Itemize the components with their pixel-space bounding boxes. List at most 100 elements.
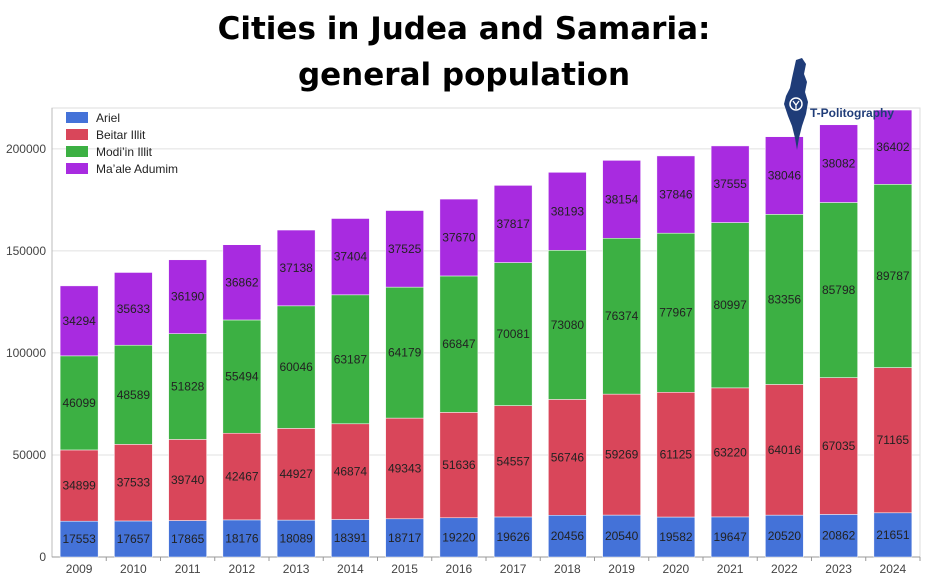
legend-label: Modi’in Illit bbox=[96, 145, 153, 159]
data-label: 20540 bbox=[605, 529, 639, 543]
data-label: 73080 bbox=[551, 318, 585, 332]
bar-segment bbox=[331, 423, 370, 520]
data-label: 19626 bbox=[496, 530, 530, 544]
legend-swatch bbox=[66, 146, 88, 157]
bar-segment bbox=[114, 344, 153, 445]
data-label: 20520 bbox=[768, 529, 802, 543]
x-tick-label: 2019 bbox=[608, 562, 635, 576]
bar-segment bbox=[222, 432, 262, 521]
data-label: 60046 bbox=[279, 360, 313, 374]
bar-segment bbox=[439, 412, 479, 519]
data-label: 83356 bbox=[768, 292, 802, 306]
bar-segment bbox=[385, 417, 424, 520]
bar-segment bbox=[168, 259, 207, 334]
y-tick-label: 100000 bbox=[6, 346, 46, 360]
bar-segment bbox=[59, 285, 99, 357]
data-label: 46874 bbox=[334, 465, 368, 479]
bar-segment bbox=[331, 294, 370, 425]
data-label: 17657 bbox=[117, 532, 151, 546]
x-tick-label: 2017 bbox=[500, 562, 527, 576]
bar-segment bbox=[222, 244, 262, 321]
data-label: 64179 bbox=[388, 346, 422, 360]
bar-segment bbox=[493, 185, 533, 263]
bar-segment bbox=[331, 218, 370, 296]
bar-segment bbox=[59, 355, 99, 451]
bar-segment bbox=[548, 172, 587, 251]
data-label: 36862 bbox=[225, 275, 259, 289]
data-label: 48589 bbox=[117, 388, 151, 402]
bar-segment bbox=[114, 272, 153, 346]
bar-segment bbox=[602, 237, 641, 395]
data-label: 56746 bbox=[551, 450, 585, 464]
data-label: 20862 bbox=[822, 529, 856, 543]
data-label: 17553 bbox=[62, 532, 96, 546]
data-label: 18089 bbox=[279, 532, 313, 546]
x-tick-label: 2013 bbox=[283, 562, 310, 576]
bar-segment bbox=[656, 232, 696, 393]
bar-segment bbox=[439, 198, 479, 277]
bar-segment bbox=[765, 384, 804, 516]
bar-segment bbox=[656, 155, 696, 234]
bar-segment bbox=[710, 145, 750, 223]
bar-segment bbox=[548, 399, 587, 516]
x-tick-label: 2012 bbox=[229, 562, 256, 576]
data-label: 63187 bbox=[334, 352, 368, 366]
bar-segment bbox=[493, 405, 533, 518]
data-label: 37670 bbox=[442, 231, 476, 245]
data-label: 34899 bbox=[62, 479, 96, 493]
data-label: 44927 bbox=[279, 467, 313, 481]
data-label: 37846 bbox=[659, 188, 693, 202]
data-label: 18391 bbox=[334, 531, 368, 545]
data-label: 80997 bbox=[713, 298, 747, 312]
bar-segment bbox=[114, 520, 153, 558]
x-tick-label: 2011 bbox=[175, 562, 201, 576]
x-tick-label: 2010 bbox=[120, 562, 147, 576]
data-label: 64016 bbox=[768, 443, 802, 457]
data-label: 54557 bbox=[496, 454, 530, 468]
data-label: 51636 bbox=[442, 458, 476, 472]
data-label: 49343 bbox=[388, 461, 422, 475]
x-tick-label: 2022 bbox=[771, 562, 798, 576]
y-tick-label: 150000 bbox=[6, 244, 46, 258]
bar-segment bbox=[385, 286, 424, 419]
data-label: 51828 bbox=[171, 380, 205, 394]
data-label: 37555 bbox=[713, 177, 747, 191]
bar-segment bbox=[656, 392, 696, 518]
bar-segment bbox=[493, 262, 533, 406]
bar-segment bbox=[276, 519, 316, 558]
bar-segment bbox=[656, 516, 696, 558]
data-label: 36190 bbox=[171, 290, 205, 304]
bar-segment bbox=[873, 512, 913, 558]
data-label: 18176 bbox=[225, 531, 259, 545]
bar-segment bbox=[765, 514, 804, 558]
bar-segment bbox=[819, 514, 858, 558]
x-tick-label: 2020 bbox=[663, 562, 690, 576]
data-label: 66847 bbox=[442, 337, 476, 351]
data-label: 37404 bbox=[334, 250, 368, 264]
data-label: 37525 bbox=[388, 242, 422, 256]
bar-segment bbox=[222, 519, 262, 558]
x-tick-label: 2014 bbox=[337, 562, 364, 576]
data-label: 77967 bbox=[659, 306, 693, 320]
x-tick-label: 2024 bbox=[880, 562, 907, 576]
data-label: 38154 bbox=[605, 192, 639, 206]
data-label: 21651 bbox=[876, 528, 910, 542]
legend-label: Ma’ale Adumim bbox=[96, 162, 178, 176]
data-label: 36402 bbox=[876, 140, 910, 154]
data-label: 38046 bbox=[768, 169, 802, 183]
title-line-1: Cities in Judea and Samaria: bbox=[217, 11, 711, 47]
bar-segment bbox=[385, 210, 424, 288]
bar-segment bbox=[819, 202, 858, 378]
bar-segment bbox=[493, 516, 533, 558]
x-tick-label: 2023 bbox=[825, 562, 852, 576]
data-label: 61125 bbox=[660, 448, 693, 462]
bar-segment bbox=[602, 393, 641, 516]
bar-segment bbox=[59, 520, 99, 558]
bar-segment bbox=[276, 305, 316, 429]
data-label: 59269 bbox=[605, 448, 639, 462]
y-tick-label: 50000 bbox=[13, 448, 47, 462]
logo-text: T-Politography bbox=[810, 106, 894, 120]
bar-segment bbox=[873, 109, 913, 185]
data-label: 37817 bbox=[496, 217, 530, 231]
